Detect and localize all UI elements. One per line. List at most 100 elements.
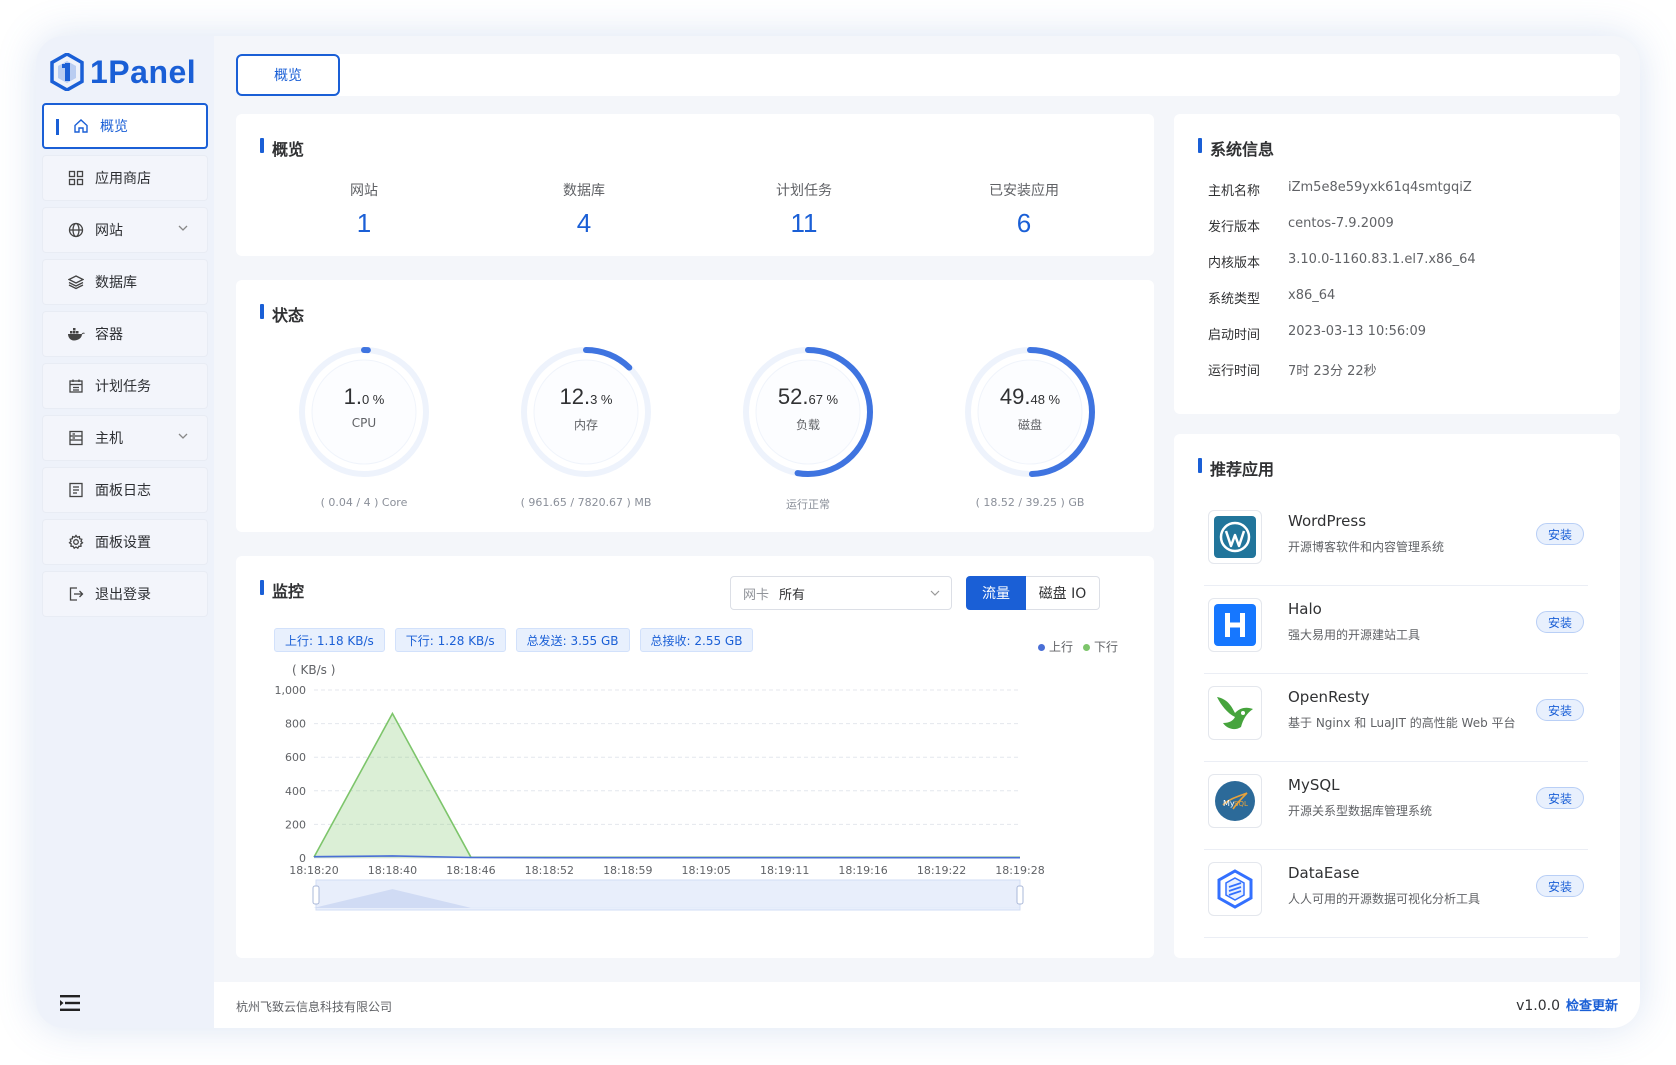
sidebar-item-label: 概览 bbox=[100, 119, 128, 135]
logo-icon bbox=[50, 53, 84, 91]
install-button[interactable]: 安装 bbox=[1536, 611, 1584, 633]
sidebar-item-logout[interactable]: 退出登录 bbox=[42, 571, 208, 617]
stat-websites[interactable]: 网站 1 bbox=[264, 180, 464, 239]
sidebar-item-label: 应用商店 bbox=[95, 171, 151, 187]
info-row-arch: 系统类型 x86_64 bbox=[1208, 288, 1336, 307]
zoom-handle-left bbox=[312, 885, 320, 905]
gauge-load: 52.67 % 负载 运行正常 bbox=[738, 342, 878, 512]
gauge-value: 49.48 % bbox=[999, 384, 1061, 409]
y-axis-unit-label: ( KB/s ) bbox=[292, 663, 335, 677]
chevron-down-icon bbox=[177, 222, 189, 238]
stat-cron-jobs[interactable]: 计划任务 11 bbox=[704, 180, 904, 239]
app-name: Halo bbox=[1288, 600, 1322, 618]
server-icon bbox=[67, 429, 85, 447]
app-window: 1Panel 概览 应用商店 网站 bbox=[36, 36, 1640, 1028]
sidebar-item-overview[interactable]: 概览 bbox=[42, 103, 208, 149]
app-item-dataease: DataEase 人人可用的开源数据可视化分析工具 安装 bbox=[1204, 850, 1588, 938]
gauge-cpu: 1.0 % CPU ( 0.04 / 4 ) Core bbox=[294, 342, 434, 509]
install-button[interactable]: 安装 bbox=[1536, 875, 1584, 897]
gauge-ring bbox=[743, 347, 873, 477]
gauge-name: CPU bbox=[351, 416, 377, 430]
y-tick-label: 1,000 bbox=[275, 684, 307, 697]
app-description: 开源博客软件和内容管理系统 bbox=[1288, 540, 1445, 554]
y-tick-label: 400 bbox=[285, 785, 306, 798]
stat-value: 1 bbox=[356, 208, 372, 238]
gauge-value: 52.67 % bbox=[777, 384, 839, 409]
gauge-name: 内存 bbox=[573, 418, 598, 432]
version-number: v1.0.0 bbox=[1516, 998, 1560, 1014]
check-update-link[interactable]: 检查更新 bbox=[1565, 999, 1618, 1014]
sidebar-item-logs[interactable]: 面板日志 bbox=[42, 467, 208, 513]
info-row-uptime: 运行时间 7时 23分 22秒 bbox=[1208, 364, 1377, 379]
install-button[interactable]: 安装 bbox=[1536, 523, 1584, 545]
sidebar-item-database[interactable]: 数据库 bbox=[42, 259, 208, 305]
gauge-detail: 运行正常 bbox=[786, 498, 830, 511]
info-row-hostname: 主机名称 iZm5e8e59yxk61q4smtgqiZ bbox=[1208, 180, 1472, 199]
app-item-halo: Halo 强大易用的开源建站工具 安装 bbox=[1204, 586, 1588, 674]
install-button[interactable]: 安装 bbox=[1536, 699, 1584, 721]
sidebar-item-label: 计划任务 bbox=[95, 379, 151, 395]
monitor-card: 监控 网卡 所有 流量 磁盘 IO 上行: 1.18 KB/s 下行: 1.28… bbox=[236, 556, 1154, 958]
sidebar-item-cron[interactable]: 计划任务 bbox=[42, 363, 208, 409]
gauge-detail: ( 0.04 / 4 ) Core bbox=[320, 496, 408, 509]
sidebar-item-app-store[interactable]: 应用商店 bbox=[42, 155, 208, 201]
monitor-title: 监控 bbox=[260, 578, 304, 602]
gauge-ring bbox=[965, 347, 1095, 477]
stat-installed-apps[interactable]: 已安装应用 6 bbox=[924, 180, 1124, 239]
gauge-name: 负载 bbox=[795, 418, 820, 432]
gauge-name: 磁盘 bbox=[1017, 418, 1042, 432]
nic-select-value: 所有 bbox=[779, 587, 806, 603]
system-info-card: 系统信息 主机名称 iZm5e8e59yxk61q4smtgqiZ 发行版本 cen… bbox=[1174, 114, 1620, 414]
x-tick-label: 18:18:20 bbox=[289, 864, 338, 877]
logo-text: 1Panel bbox=[90, 53, 197, 90]
tab-overview[interactable]: 概览 bbox=[236, 54, 340, 96]
sidebar-item-host[interactable]: 主机 bbox=[42, 415, 208, 461]
sidebar-item-container[interactable]: 容器 bbox=[42, 311, 208, 357]
sidebar-item-settings[interactable]: 面板设置 bbox=[42, 519, 208, 565]
svg-text:SQL: SQL bbox=[1234, 800, 1248, 808]
status-card: 状态 1.0 % CPU ( 0.04 / 4 ) Core 12.3 % 内存… bbox=[236, 280, 1154, 532]
version-info: v1.0.0 检查更新 bbox=[1516, 995, 1618, 1014]
series-line-upload bbox=[313, 855, 1020, 859]
stat-label: 计划任务 bbox=[776, 183, 832, 199]
traffic-toggle-button[interactable]: 流量 bbox=[966, 576, 1026, 610]
tab-bar: 概览 bbox=[236, 54, 1620, 96]
sidebar-item-label: 容器 bbox=[95, 327, 123, 343]
app-name: OpenResty bbox=[1288, 688, 1370, 706]
mysql-icon: My SQL bbox=[1208, 774, 1262, 828]
y-tick-label: 800 bbox=[285, 718, 306, 731]
sidebar-item-website[interactable]: 网站 bbox=[42, 207, 208, 253]
nic-select[interactable]: 网卡 所有 bbox=[730, 576, 952, 610]
company-name: 杭州飞致云信息科技有限公司 bbox=[236, 1000, 393, 1014]
collapse-menu-icon[interactable] bbox=[60, 994, 80, 1016]
stat-label: 数据库 bbox=[563, 183, 605, 199]
sidebar: 1Panel 概览 应用商店 网站 bbox=[36, 36, 214, 1028]
app-description: 基于 Nginx 和 LuaJIT 的高性能 Web 平台 bbox=[1288, 716, 1516, 730]
app-name: MySQL bbox=[1288, 776, 1340, 794]
disk-io-toggle-button[interactable]: 磁盘 IO bbox=[1026, 576, 1100, 610]
zoom-slider-preview bbox=[314, 889, 1020, 908]
total-received-tag: 总接收: 2.55 GB bbox=[639, 628, 754, 652]
stat-label: 已安装应用 bbox=[989, 183, 1059, 199]
wordpress-icon bbox=[1208, 510, 1262, 564]
x-tick-label: 18:19:22 bbox=[917, 864, 966, 877]
upload-rate-tag: 上行: 1.18 KB/s bbox=[274, 628, 385, 652]
info-row-kernel: 内核版本 3.10.0-1160.83.1.el7.x86_64 bbox=[1208, 252, 1476, 271]
sidebar-item-label: 数据库 bbox=[95, 275, 137, 291]
install-button[interactable]: 安装 bbox=[1536, 787, 1584, 809]
logo[interactable]: 1Panel bbox=[50, 48, 196, 96]
openresty-icon bbox=[1208, 686, 1262, 740]
y-tick-label: 600 bbox=[285, 751, 306, 764]
gauge-ring bbox=[299, 347, 429, 477]
app-description: 开源关系型数据库管理系统 bbox=[1288, 804, 1433, 818]
halo-icon bbox=[1208, 598, 1262, 652]
zoom-slider-track bbox=[315, 879, 1021, 911]
sidebar-item-label: 主机 bbox=[95, 431, 123, 447]
app-name: DataEase bbox=[1288, 864, 1360, 882]
grid-icon bbox=[67, 169, 85, 187]
chevron-down-icon bbox=[929, 587, 941, 603]
legend-item-download[interactable]: 下行 bbox=[1082, 638, 1118, 655]
stat-databases[interactable]: 数据库 4 bbox=[484, 180, 684, 239]
legend-item-upload[interactable]: 上行 bbox=[1037, 638, 1073, 655]
nic-select-label: 网卡 bbox=[743, 587, 770, 603]
